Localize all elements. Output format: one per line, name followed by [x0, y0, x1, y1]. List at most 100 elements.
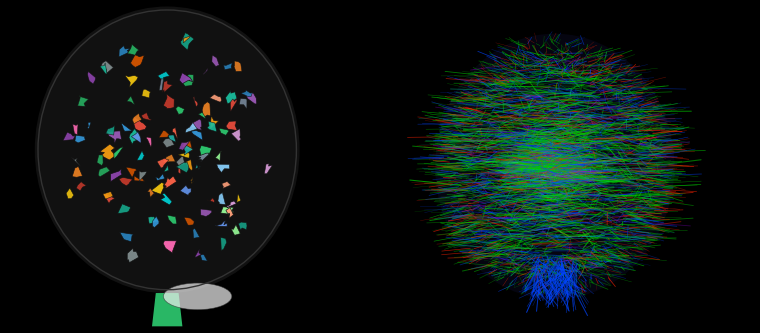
Polygon shape [100, 63, 107, 74]
Polygon shape [163, 241, 176, 253]
Polygon shape [110, 169, 122, 181]
Polygon shape [163, 94, 174, 109]
Polygon shape [66, 188, 74, 199]
Polygon shape [130, 55, 144, 68]
Polygon shape [87, 72, 96, 84]
Polygon shape [119, 232, 134, 242]
Polygon shape [220, 207, 234, 214]
Polygon shape [152, 293, 182, 326]
Polygon shape [78, 95, 88, 107]
Polygon shape [63, 132, 75, 141]
Polygon shape [264, 164, 272, 174]
Polygon shape [163, 138, 174, 148]
Polygon shape [223, 63, 233, 70]
Polygon shape [163, 154, 176, 163]
Polygon shape [239, 99, 247, 109]
Polygon shape [119, 177, 133, 186]
Polygon shape [131, 132, 141, 143]
Polygon shape [98, 167, 110, 177]
Polygon shape [182, 141, 192, 151]
Polygon shape [106, 125, 115, 135]
Polygon shape [178, 152, 189, 158]
Polygon shape [157, 72, 169, 82]
Polygon shape [200, 146, 212, 156]
Polygon shape [127, 248, 139, 263]
Polygon shape [160, 193, 172, 205]
Polygon shape [193, 97, 198, 107]
Polygon shape [173, 128, 178, 140]
Polygon shape [72, 166, 83, 177]
Polygon shape [215, 151, 222, 161]
Polygon shape [132, 113, 142, 124]
Polygon shape [141, 113, 151, 120]
Polygon shape [107, 131, 122, 144]
Polygon shape [176, 163, 189, 173]
Polygon shape [163, 81, 173, 93]
Polygon shape [125, 75, 138, 87]
Polygon shape [185, 160, 192, 170]
Polygon shape [218, 192, 226, 204]
Polygon shape [241, 90, 252, 97]
Polygon shape [207, 198, 216, 203]
Polygon shape [159, 79, 163, 90]
Polygon shape [195, 249, 201, 257]
Polygon shape [245, 93, 257, 104]
Polygon shape [156, 174, 165, 180]
Polygon shape [147, 188, 155, 197]
Ellipse shape [35, 7, 299, 293]
Polygon shape [217, 164, 230, 172]
Polygon shape [139, 171, 147, 181]
Polygon shape [220, 237, 226, 250]
Polygon shape [75, 135, 85, 143]
Polygon shape [176, 106, 185, 115]
Polygon shape [212, 55, 219, 67]
Polygon shape [203, 68, 209, 75]
Polygon shape [133, 117, 147, 131]
Polygon shape [176, 156, 185, 166]
Polygon shape [226, 207, 233, 218]
Polygon shape [159, 131, 169, 138]
Polygon shape [192, 119, 201, 130]
Polygon shape [146, 137, 152, 147]
Polygon shape [153, 216, 159, 227]
Polygon shape [100, 61, 113, 74]
Polygon shape [103, 192, 113, 199]
Polygon shape [178, 161, 181, 173]
Polygon shape [210, 94, 222, 102]
Polygon shape [118, 204, 131, 213]
Polygon shape [193, 228, 200, 238]
Polygon shape [168, 135, 176, 142]
Polygon shape [219, 128, 229, 135]
Polygon shape [71, 157, 81, 166]
Polygon shape [87, 122, 91, 129]
Polygon shape [182, 74, 194, 86]
Polygon shape [222, 181, 231, 188]
Polygon shape [164, 176, 176, 188]
Polygon shape [207, 121, 217, 132]
Polygon shape [190, 177, 194, 184]
Polygon shape [179, 73, 193, 84]
Ellipse shape [435, 34, 675, 299]
Polygon shape [129, 129, 141, 145]
Polygon shape [121, 122, 133, 131]
Polygon shape [198, 112, 205, 119]
Polygon shape [234, 61, 242, 72]
Polygon shape [226, 201, 236, 207]
Polygon shape [195, 164, 201, 169]
Polygon shape [231, 129, 241, 141]
Polygon shape [119, 46, 131, 57]
Ellipse shape [163, 283, 232, 310]
Polygon shape [163, 165, 169, 172]
Polygon shape [182, 36, 191, 43]
Polygon shape [142, 89, 150, 98]
Polygon shape [226, 121, 237, 131]
Polygon shape [148, 217, 160, 224]
Polygon shape [181, 33, 194, 50]
Polygon shape [239, 222, 247, 230]
Polygon shape [100, 144, 116, 160]
Polygon shape [137, 151, 144, 160]
Polygon shape [73, 124, 78, 135]
Polygon shape [201, 209, 212, 216]
Polygon shape [185, 123, 197, 133]
Polygon shape [126, 167, 137, 177]
